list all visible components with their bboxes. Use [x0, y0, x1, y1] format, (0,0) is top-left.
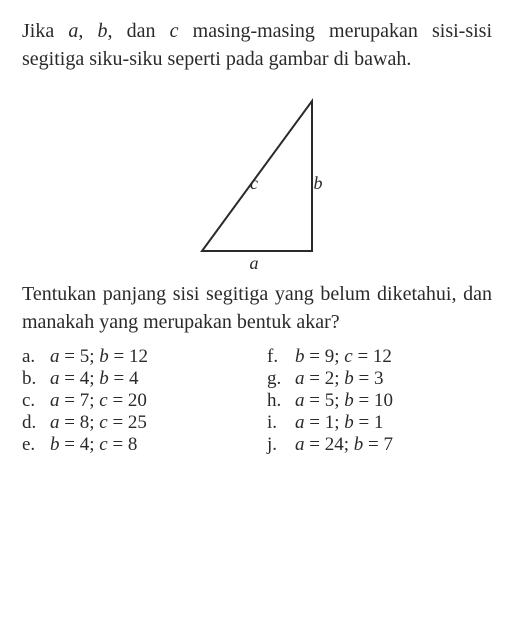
option-row: h.a = 5; b = 10	[267, 390, 492, 412]
option-row: a.a = 5; b = 12	[22, 346, 247, 368]
option-row: i.a = 1; b = 1	[267, 412, 492, 434]
option-body: a = 24; b = 7	[295, 434, 393, 456]
options-col-right: f.b = 9; c = 12g.a = 2; b = 3h.a = 5; b …	[267, 346, 492, 456]
option-body: b = 9; c = 12	[295, 346, 392, 368]
option-letter: h.	[267, 390, 295, 412]
option-body: a = 8; c = 25	[50, 412, 147, 434]
option-row: g.a = 2; b = 3	[267, 368, 492, 390]
side-label-a: a	[250, 253, 259, 271]
option-row: c.a = 7; c = 20	[22, 390, 247, 412]
option-body: a = 2; b = 3	[295, 368, 383, 390]
option-body: a = 7; c = 20	[50, 390, 147, 412]
option-letter: f.	[267, 346, 295, 368]
side-label-c: c	[250, 173, 258, 193]
option-row: e.b = 4; c = 8	[22, 434, 247, 456]
option-row: j.a = 24; b = 7	[267, 434, 492, 456]
option-body: a = 1; b = 1	[295, 412, 383, 434]
question-tail: masing-masing merupakan sisi-sisi segiti…	[22, 20, 492, 70]
instruction-text: Tentukan panjang sisi segitiga yang belu…	[22, 281, 492, 336]
option-body: a = 5; b = 12	[50, 346, 148, 368]
option-letter: c.	[22, 390, 50, 412]
option-letter: i.	[267, 412, 295, 434]
options-grid: a.a = 5; b = 12b.a = 4; b = 4c.a = 7; c …	[22, 346, 492, 456]
option-letter: e.	[22, 434, 50, 456]
side-label-b: b	[314, 173, 323, 193]
option-letter: a.	[22, 346, 50, 368]
option-body: b = 4; c = 8	[50, 434, 137, 456]
triangle-figure: a b c	[22, 81, 492, 271]
option-row: f.b = 9; c = 12	[267, 346, 492, 368]
option-letter: d.	[22, 412, 50, 434]
option-letter: g.	[267, 368, 295, 390]
option-row: b.a = 4; b = 4	[22, 368, 247, 390]
option-letter: j.	[267, 434, 295, 456]
options-col-left: a.a = 5; b = 12b.a = 4; b = 4c.a = 7; c …	[22, 346, 247, 456]
triangle-svg: a b c	[172, 81, 342, 271]
option-body: a = 4; b = 4	[50, 368, 138, 390]
question-intro: Jika a, b, dan c masing-masing merupakan…	[22, 18, 492, 73]
option-letter: b.	[22, 368, 50, 390]
option-body: a = 5; b = 10	[295, 390, 393, 412]
option-row: d.a = 8; c = 25	[22, 412, 247, 434]
